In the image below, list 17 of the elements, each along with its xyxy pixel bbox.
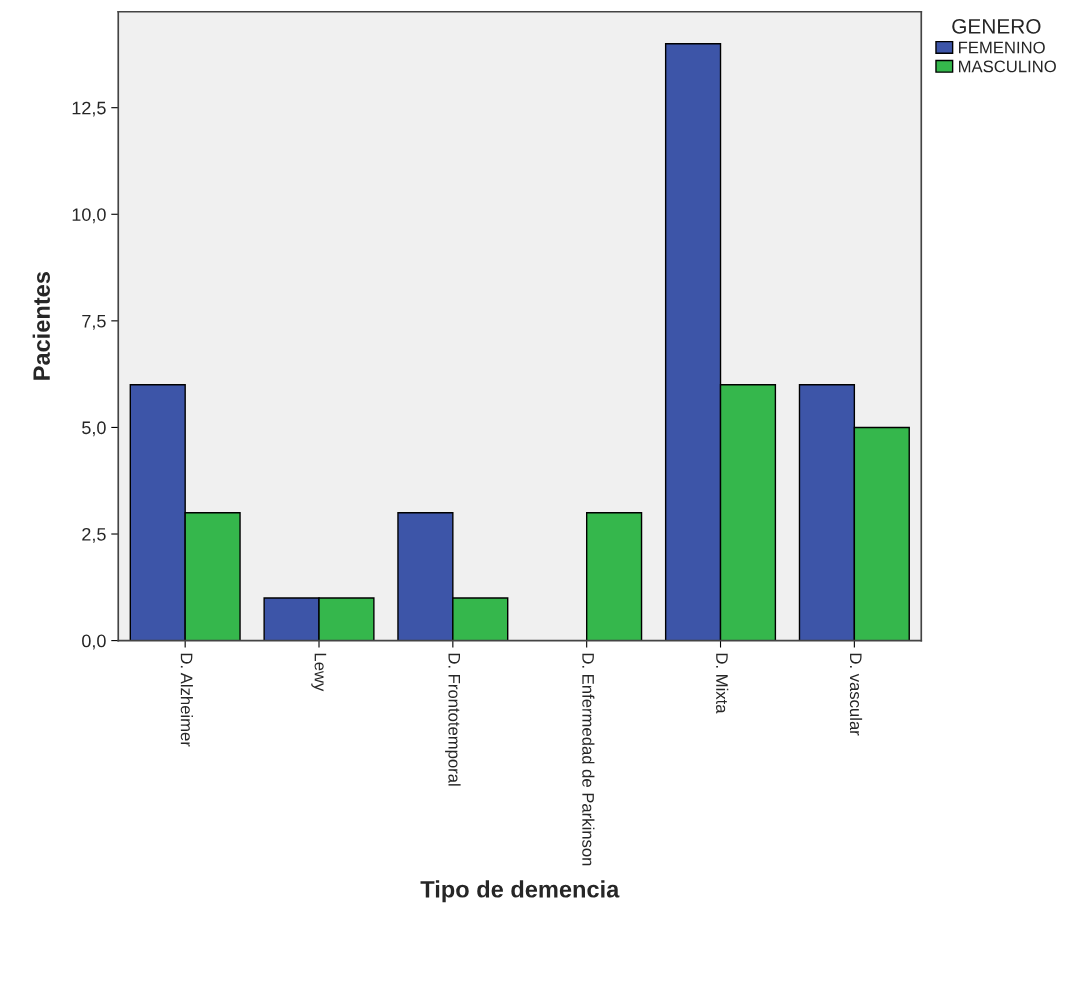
- x-tick-label: D. Frontotemporal: [445, 653, 461, 786]
- y-tick-label: 0,0: [82, 634, 106, 650]
- legend-label: FEMENINO: [959, 41, 1045, 54]
- x-tick-label: D. Alzheimer: [180, 653, 193, 747]
- y-axis-title: Pacientes: [32, 272, 50, 380]
- y-tick-label: 10,0: [72, 208, 106, 224]
- x-tick-label: D. Mixta: [716, 653, 729, 714]
- y-tick-label: 12,5: [72, 101, 106, 117]
- legend-title: GENERO: [952, 18, 1041, 34]
- legend-label: MASCULINO: [959, 60, 1056, 73]
- x-tick-label: Lewy: [311, 653, 327, 692]
- y-tick-label: 5,0: [82, 421, 106, 437]
- y-tick-label: 7,5: [82, 314, 106, 330]
- x-tick-label: D. vascular: [849, 653, 863, 736]
- x-axis-title: Tipo de demencia: [420, 880, 620, 903]
- y-tick-label: 2,5: [82, 527, 106, 543]
- x-tick-label: D. Enfermedad de Parkinson: [582, 653, 595, 866]
